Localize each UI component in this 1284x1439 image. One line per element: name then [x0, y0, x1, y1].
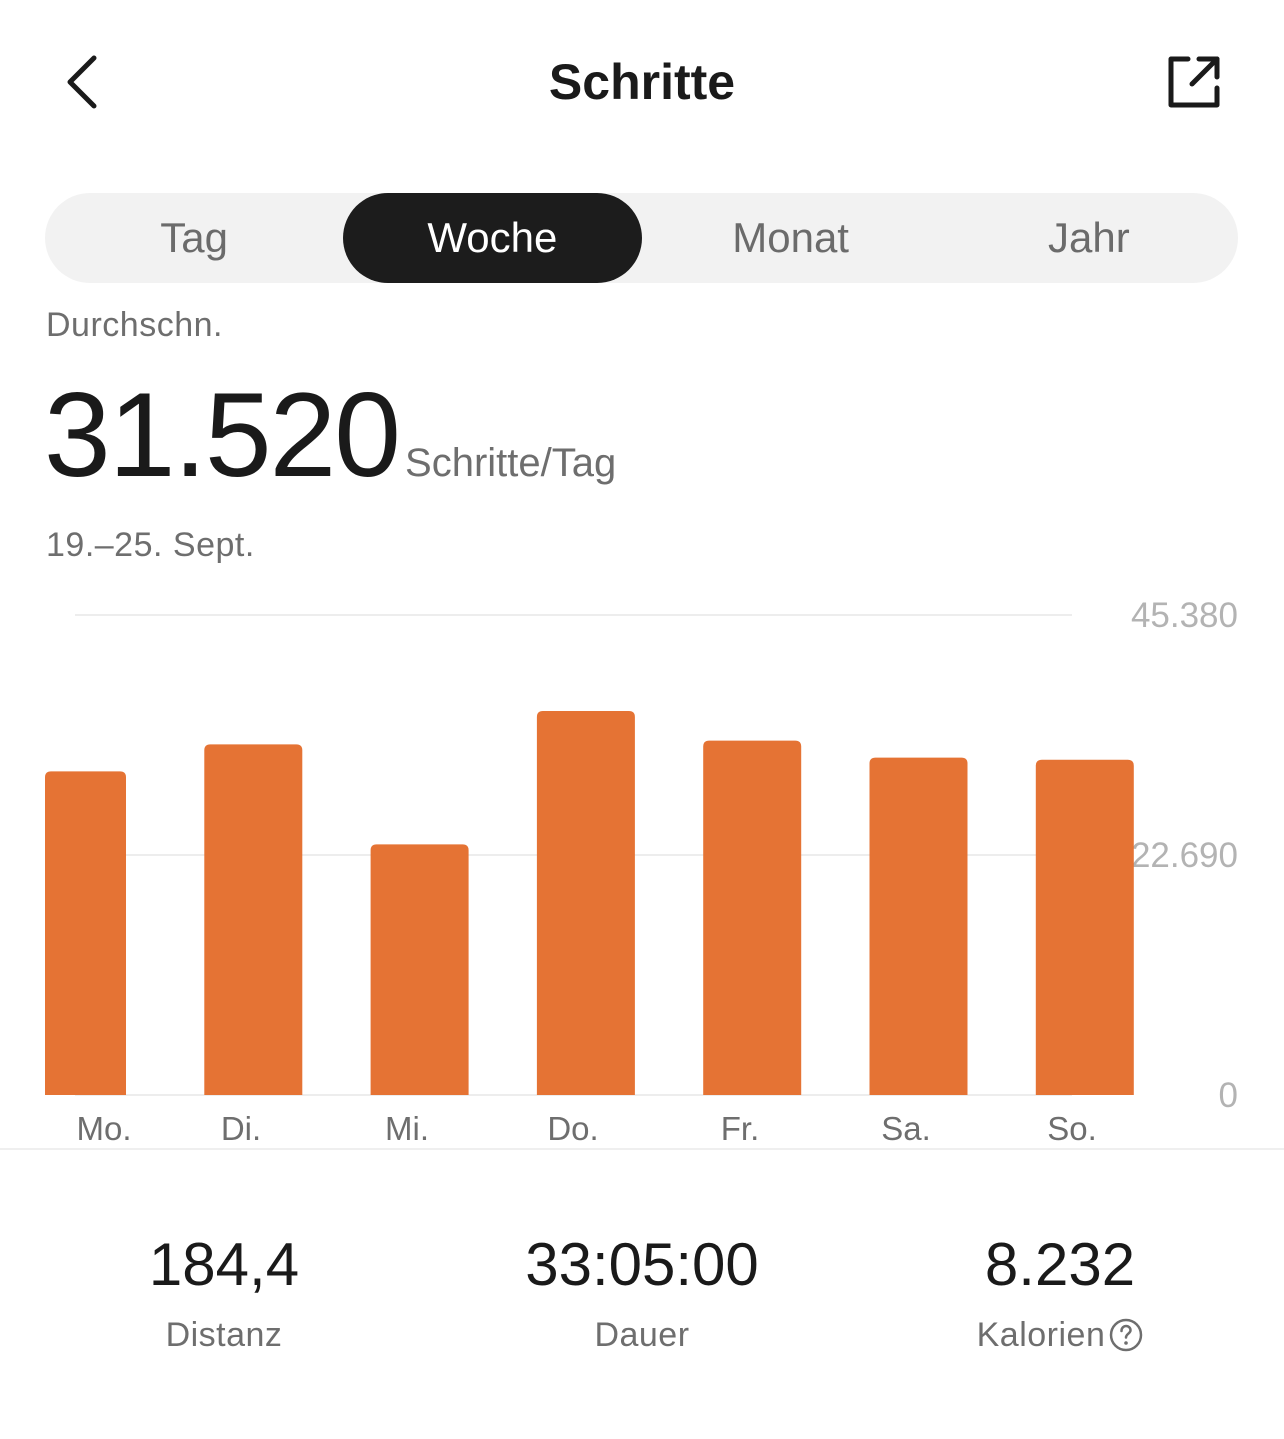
stat-label-text: Distanz [165, 1316, 283, 1354]
bar-do[interactable] [536, 711, 635, 1095]
help-icon[interactable] [1109, 1318, 1143, 1352]
stats-row: 184,4 Distanz 33:05:00 Dauer 8.232 Kalor… [0, 1225, 1284, 1375]
x-tick-label: Do. [547, 1110, 598, 1147]
average-unit: Schritte/Tag [405, 441, 617, 485]
back-button[interactable] [44, 44, 120, 120]
stat-label: Dauer [594, 1305, 689, 1365]
stat-value: 8.232 [984, 1231, 1136, 1298]
period-tabs: Tag Woche Monat Jahr [45, 193, 1238, 283]
stat-calories: 8.232 Kalorien [850, 1225, 1270, 1365]
average-value: 31.520 [44, 368, 401, 502]
tab-month[interactable]: Monat [732, 214, 849, 261]
x-tick-label: Mi. [385, 1110, 429, 1147]
stat-label: Kalorien [977, 1305, 1144, 1365]
y-tick-label: 45.380 [1131, 596, 1238, 635]
stat-label: Distanz [166, 1305, 283, 1365]
tab-day[interactable]: Tag [160, 214, 228, 261]
average-label: Durchschn. [46, 306, 223, 344]
x-tick-label: So. [1047, 1110, 1097, 1147]
divider [0, 1148, 1284, 1150]
share-button[interactable] [1156, 44, 1232, 120]
stat-duration: 33:05:00 Dauer [432, 1225, 852, 1365]
stat-label-text: Dauer [594, 1316, 690, 1354]
bar-di[interactable] [204, 744, 303, 1095]
date-range: 19.–25. Sept. [46, 526, 255, 564]
bar-fr[interactable] [703, 740, 802, 1095]
bar-mo[interactable] [45, 771, 126, 1095]
average-summary: 31.520 Schritte/Tag [44, 370, 616, 500]
x-tick-label: Sa. [881, 1110, 931, 1147]
header: Schritte [0, 0, 1284, 165]
share-external-icon [1168, 56, 1220, 108]
stat-label-text: Kalorien [976, 1316, 1106, 1354]
bar-sa[interactable] [869, 757, 968, 1095]
stat-value: 184,4 [148, 1231, 300, 1298]
chevron-left-icon [67, 55, 97, 109]
tab-week[interactable]: Woche [343, 193, 642, 283]
stat-distance: 184,4 Distanz [14, 1225, 434, 1365]
y-tick-label: 0 [1219, 1076, 1238, 1115]
x-tick-label: Fr. [721, 1110, 760, 1147]
bar-so[interactable] [1035, 759, 1134, 1095]
x-tick-label: Mo. [76, 1110, 131, 1147]
stat-value: 33:05:00 [525, 1231, 759, 1298]
page-title: Schritte [548, 54, 736, 110]
y-tick-label: 22.690 [1131, 836, 1238, 875]
tab-year[interactable]: Jahr [1048, 214, 1130, 261]
steps-bar-chart: 45.380 22.690 0 Mo. Di. Mi. Do. Fr. Sa. So. [45, 596, 1238, 1147]
bar-mi[interactable] [370, 844, 469, 1095]
x-tick-label: Di. [221, 1110, 261, 1147]
